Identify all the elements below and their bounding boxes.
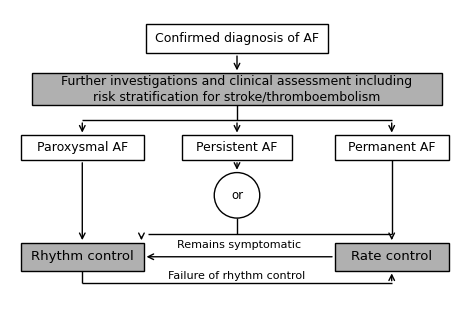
Text: Persistent AF: Persistent AF	[196, 141, 278, 154]
Text: Paroxysmal AF: Paroxysmal AF	[36, 141, 128, 154]
Bar	[335, 243, 448, 271]
Text: Further investigations and clinical assessment including
risk stratification for: Further investigations and clinical asse…	[62, 75, 412, 103]
Bar	[182, 135, 292, 160]
Bar	[335, 135, 448, 160]
Bar	[32, 73, 442, 106]
Text: Permanent AF: Permanent AF	[348, 141, 436, 154]
Bar	[146, 24, 328, 53]
Text: Rhythm control: Rhythm control	[31, 250, 134, 263]
Text: Confirmed diagnosis of AF: Confirmed diagnosis of AF	[155, 32, 319, 45]
Text: Failure of rhythm control: Failure of rhythm control	[168, 271, 306, 281]
Bar	[21, 243, 144, 271]
Text: Rate control: Rate control	[351, 250, 432, 263]
Ellipse shape	[214, 172, 260, 218]
Text: Remains symptomatic: Remains symptomatic	[177, 240, 301, 250]
Text: or: or	[231, 189, 243, 202]
Bar	[21, 135, 144, 160]
